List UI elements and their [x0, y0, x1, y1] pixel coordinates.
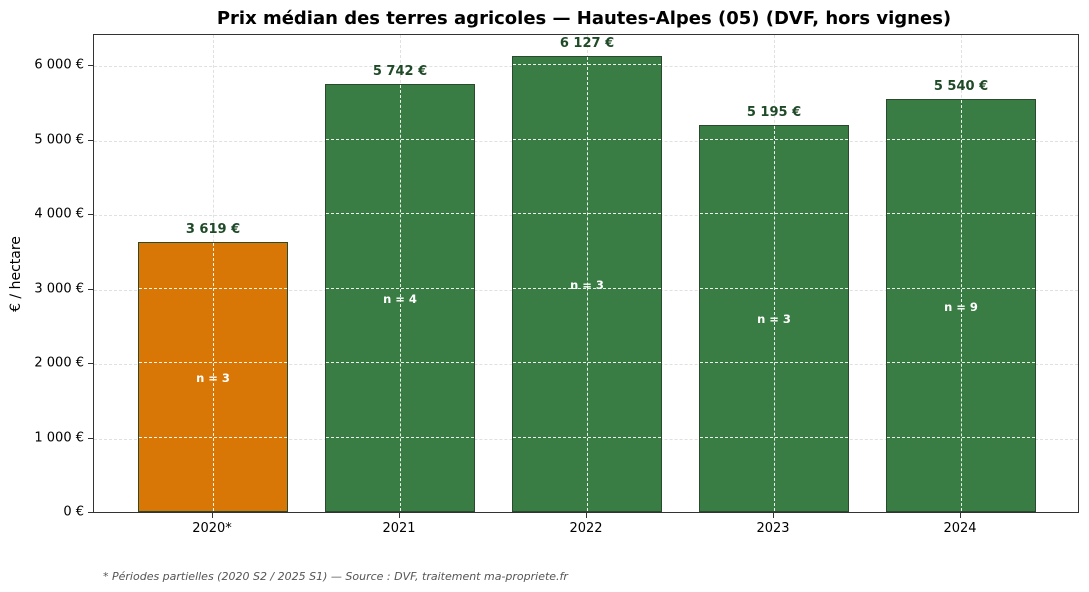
- gridline-y: [513, 64, 661, 65]
- value-label: 5 742 €: [372, 64, 428, 80]
- gridline-y: [700, 138, 848, 140]
- count-label: n = 3: [196, 371, 230, 386]
- value-label: 5 195 €: [746, 104, 802, 120]
- y-tick-mark: [88, 65, 93, 66]
- y-tick-mark: [88, 288, 93, 290]
- gridline-x: [212, 243, 214, 511]
- value-label: 5 540 €: [933, 79, 989, 95]
- gridline-y: [513, 287, 661, 289]
- y-axis-label: € / hectare: [8, 236, 24, 312]
- y-tick-mark: [88, 363, 93, 364]
- plot-area: 3 619 € n = 3 5 742 € n = 4 6 127 € n = 3 5 19…: [93, 34, 1079, 513]
- y-tick-label: 6 000 €: [34, 57, 84, 73]
- x-tick-mark: [212, 513, 213, 518]
- x-tick-label: 2024: [943, 521, 977, 536]
- gridline-y: [700, 213, 848, 214]
- bar-2022: [512, 55, 662, 512]
- gridline-y: [887, 362, 1035, 363]
- bar-2021: [325, 84, 475, 512]
- x-tick-mark: [399, 513, 400, 518]
- value-label: 6 127 €: [559, 35, 615, 51]
- y-tick-label: 3 000 €: [34, 281, 84, 296]
- gridline-y: [513, 436, 661, 438]
- gridline-x: [960, 100, 962, 511]
- value-label: 3 619 €: [185, 222, 241, 238]
- count-label: n = 9: [944, 299, 978, 314]
- gridline-y: [326, 436, 474, 438]
- gridline-y: [326, 213, 474, 214]
- y-tick-label: 1 000 €: [34, 430, 84, 445]
- x-tick-label: 2021: [382, 521, 416, 536]
- count-label: n = 3: [757, 312, 791, 327]
- gridline-y: [700, 436, 848, 438]
- x-tick-label: 2022: [569, 521, 603, 536]
- gridline-y: [513, 138, 661, 140]
- gridline-y: [887, 213, 1035, 214]
- gridline-y: [326, 138, 474, 140]
- gridline-y: [513, 213, 661, 214]
- x-tick-label: 2020*: [192, 521, 232, 536]
- gridline-y: [887, 436, 1035, 438]
- footnote: * Périodes partielles (2020 S2 / 2025 S1…: [103, 570, 568, 583]
- y-tick-mark: [88, 214, 93, 215]
- x-tick-mark: [586, 513, 587, 518]
- count-label: n = 4: [383, 292, 417, 307]
- y-tick-label: 2 000 €: [34, 355, 84, 371]
- gridline-y: [700, 362, 848, 363]
- gridline-y: [326, 362, 474, 363]
- gridline-y: [887, 287, 1035, 289]
- count-label: n = 3: [570, 277, 604, 292]
- gridline-y: [326, 287, 474, 289]
- bar-2023: [699, 124, 849, 512]
- y-tick-mark: [88, 139, 93, 141]
- gridline-y: [139, 362, 287, 363]
- bar-2020: [138, 242, 288, 512]
- y-tick-label: 0 €: [63, 504, 84, 520]
- gridline-y: [139, 287, 287, 289]
- gridline-x: [773, 125, 775, 511]
- gridline-y: [700, 287, 848, 289]
- y-tick-mark: [88, 437, 93, 439]
- y-tick-mark: [88, 512, 93, 513]
- y-tick-label: 5 000 €: [34, 132, 84, 147]
- y-tick-label: 4 000 €: [34, 206, 84, 222]
- gridline-y: [887, 138, 1035, 140]
- bar-2024: [886, 99, 1036, 512]
- x-tick-label: 2023: [756, 521, 790, 536]
- gridline-x: [399, 85, 401, 511]
- gridline-y: [139, 436, 287, 438]
- x-tick-mark: [960, 513, 961, 518]
- x-tick-mark: [773, 513, 774, 518]
- gridline-x: [586, 56, 588, 511]
- chart-title: Prix médian des terres agricoles — Haute…: [216, 8, 952, 29]
- gridline-y: [513, 362, 661, 363]
